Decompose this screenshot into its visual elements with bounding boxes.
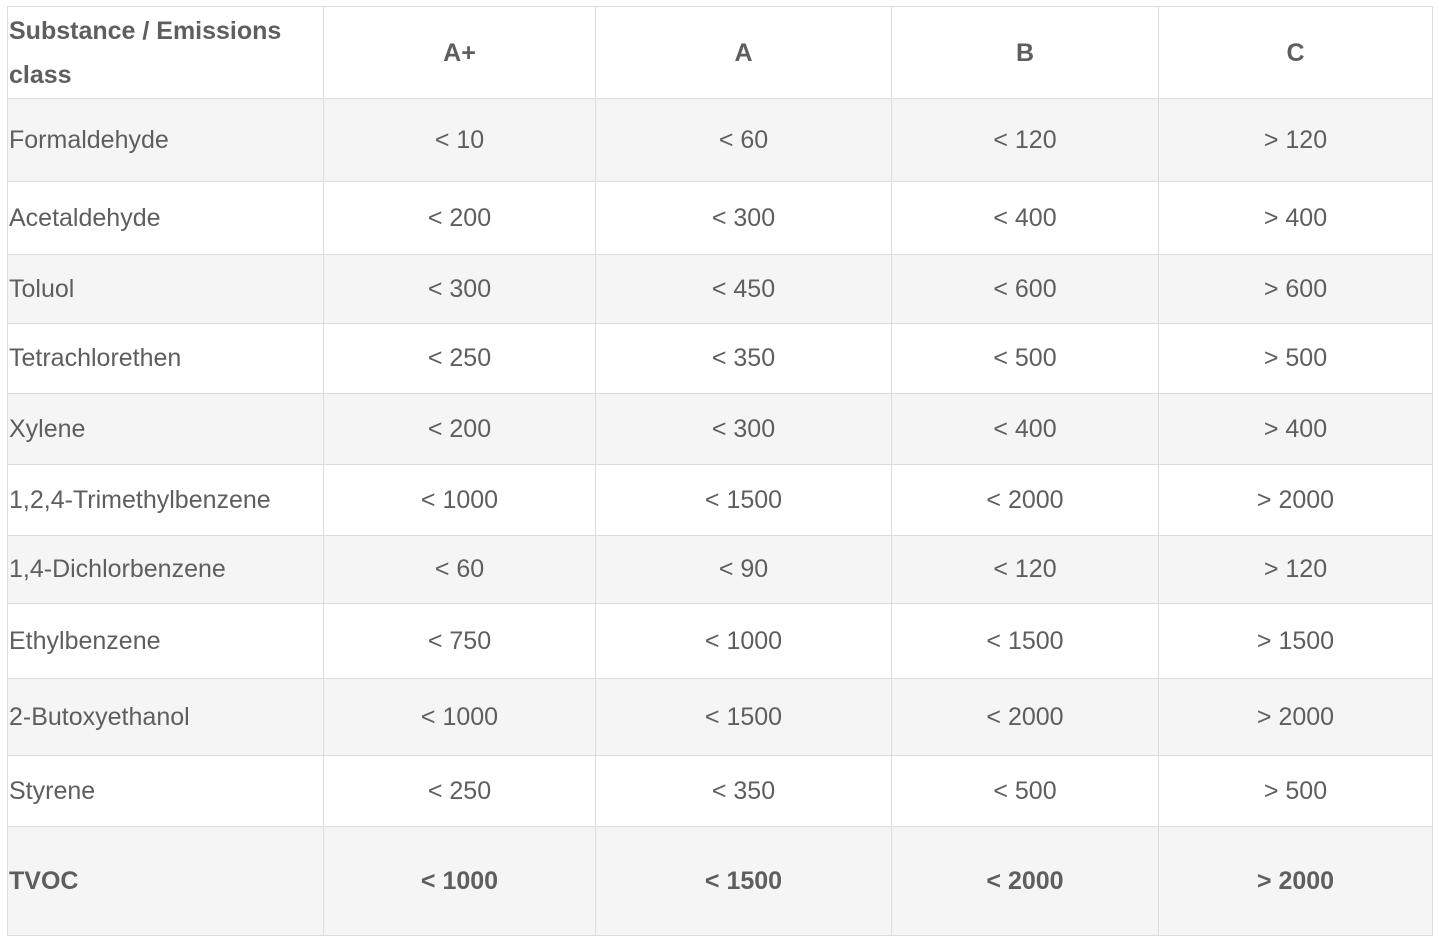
- limit-cell: < 60: [595, 98, 892, 182]
- table-row: 2-Butoxyethanol < 1000 < 1500 < 2000 > 2000: [7, 678, 1433, 756]
- table-header-row: Substance / Emissions class A+ A B C: [7, 6, 1433, 99]
- limit-cell: < 2000: [891, 464, 1159, 536]
- table-row: TVOC < 1000 < 1500 < 2000 > 2000: [7, 826, 1433, 936]
- limit-cell: < 450: [595, 254, 892, 324]
- limit-cell: > 500: [1158, 323, 1433, 394]
- limit-cell: < 10: [323, 98, 596, 182]
- limit-cell: > 500: [1158, 755, 1433, 827]
- limit-cell: < 250: [323, 755, 596, 827]
- header-class-b: B: [891, 6, 1159, 99]
- limit-cell: < 600: [891, 254, 1159, 324]
- limit-cell: < 500: [891, 323, 1159, 394]
- substance-cell: Ethylbenzene: [7, 603, 324, 679]
- limit-cell: < 2000: [891, 826, 1159, 936]
- limit-cell: < 500: [891, 755, 1159, 827]
- substance-cell: Styrene: [7, 755, 324, 827]
- table-row: Acetaldehyde < 200 < 300 < 400 > 400: [7, 181, 1433, 255]
- limit-cell: < 250: [323, 323, 596, 394]
- emissions-class-table: Substance / Emissions class A+ A B C For…: [7, 6, 1433, 936]
- limit-cell: > 1500: [1158, 603, 1433, 679]
- limit-cell: < 2000: [891, 678, 1159, 756]
- substance-cell: 1,4-Dichlorbenzene: [7, 535, 324, 604]
- limit-cell: < 300: [323, 254, 596, 324]
- table-row: 1,4-Dichlorbenzene < 60 < 90 < 120 > 120: [7, 535, 1433, 604]
- limit-cell: < 300: [595, 393, 892, 465]
- substance-cell: Xylene: [7, 393, 324, 465]
- limit-cell: < 350: [595, 755, 892, 827]
- limit-cell: < 200: [323, 393, 596, 465]
- limit-cell: < 1000: [323, 464, 596, 536]
- table-row: Tetrachlorethen < 250 < 350 < 500 > 500: [7, 323, 1433, 394]
- substance-cell: Toluol: [7, 254, 324, 324]
- substance-cell: Acetaldehyde: [7, 181, 324, 255]
- limit-cell: > 120: [1158, 535, 1433, 604]
- limit-cell: > 400: [1158, 181, 1433, 255]
- limit-cell: > 400: [1158, 393, 1433, 465]
- substance-cell: 1,2,4-Trimethylbenzene: [7, 464, 324, 536]
- limit-cell: < 90: [595, 535, 892, 604]
- limit-cell: < 1000: [595, 603, 892, 679]
- limit-cell: < 400: [891, 181, 1159, 255]
- limit-cell: > 120: [1158, 98, 1433, 182]
- limit-cell: < 1500: [891, 603, 1159, 679]
- header-class-a: A: [595, 6, 892, 99]
- limit-cell: < 1000: [323, 678, 596, 756]
- limit-cell: < 120: [891, 535, 1159, 604]
- substance-cell: Tetrachlorethen: [7, 323, 324, 394]
- limit-cell: < 350: [595, 323, 892, 394]
- table-row: Styrene < 250 < 350 < 500 > 500: [7, 755, 1433, 827]
- limit-cell: > 2000: [1158, 826, 1433, 936]
- limit-cell: < 750: [323, 603, 596, 679]
- limit-cell: > 2000: [1158, 678, 1433, 756]
- limit-cell: < 1500: [595, 678, 892, 756]
- substance-cell: 2-Butoxyethanol: [7, 678, 324, 756]
- header-class-c: C: [1158, 6, 1433, 99]
- limit-cell: < 1500: [595, 826, 892, 936]
- table-row: 1,2,4-Trimethylbenzene < 1000 < 1500 < 2000…: [7, 464, 1433, 536]
- table-row: Xylene < 200 < 300 < 400 > 400: [7, 393, 1433, 465]
- limit-cell: < 60: [323, 535, 596, 604]
- substance-cell: Formaldehyde: [7, 98, 324, 182]
- limit-cell: < 1000: [323, 826, 596, 936]
- substance-cell: TVOC: [7, 826, 324, 936]
- limit-cell: < 1500: [595, 464, 892, 536]
- limit-cell: < 200: [323, 181, 596, 255]
- table-row: Toluol < 300 < 450 < 600 > 600: [7, 254, 1433, 324]
- limit-cell: < 300: [595, 181, 892, 255]
- limit-cell: < 400: [891, 393, 1159, 465]
- header-substance: Substance / Emissions class: [7, 6, 324, 99]
- limit-cell: < 120: [891, 98, 1159, 182]
- table-row: Formaldehyde < 10 < 60 < 120 > 120: [7, 98, 1433, 182]
- limit-cell: > 2000: [1158, 464, 1433, 536]
- limit-cell: > 600: [1158, 254, 1433, 324]
- header-class-a-plus: A+: [323, 6, 596, 99]
- table-row: Ethylbenzene < 750 < 1000 < 1500 > 1500: [7, 603, 1433, 679]
